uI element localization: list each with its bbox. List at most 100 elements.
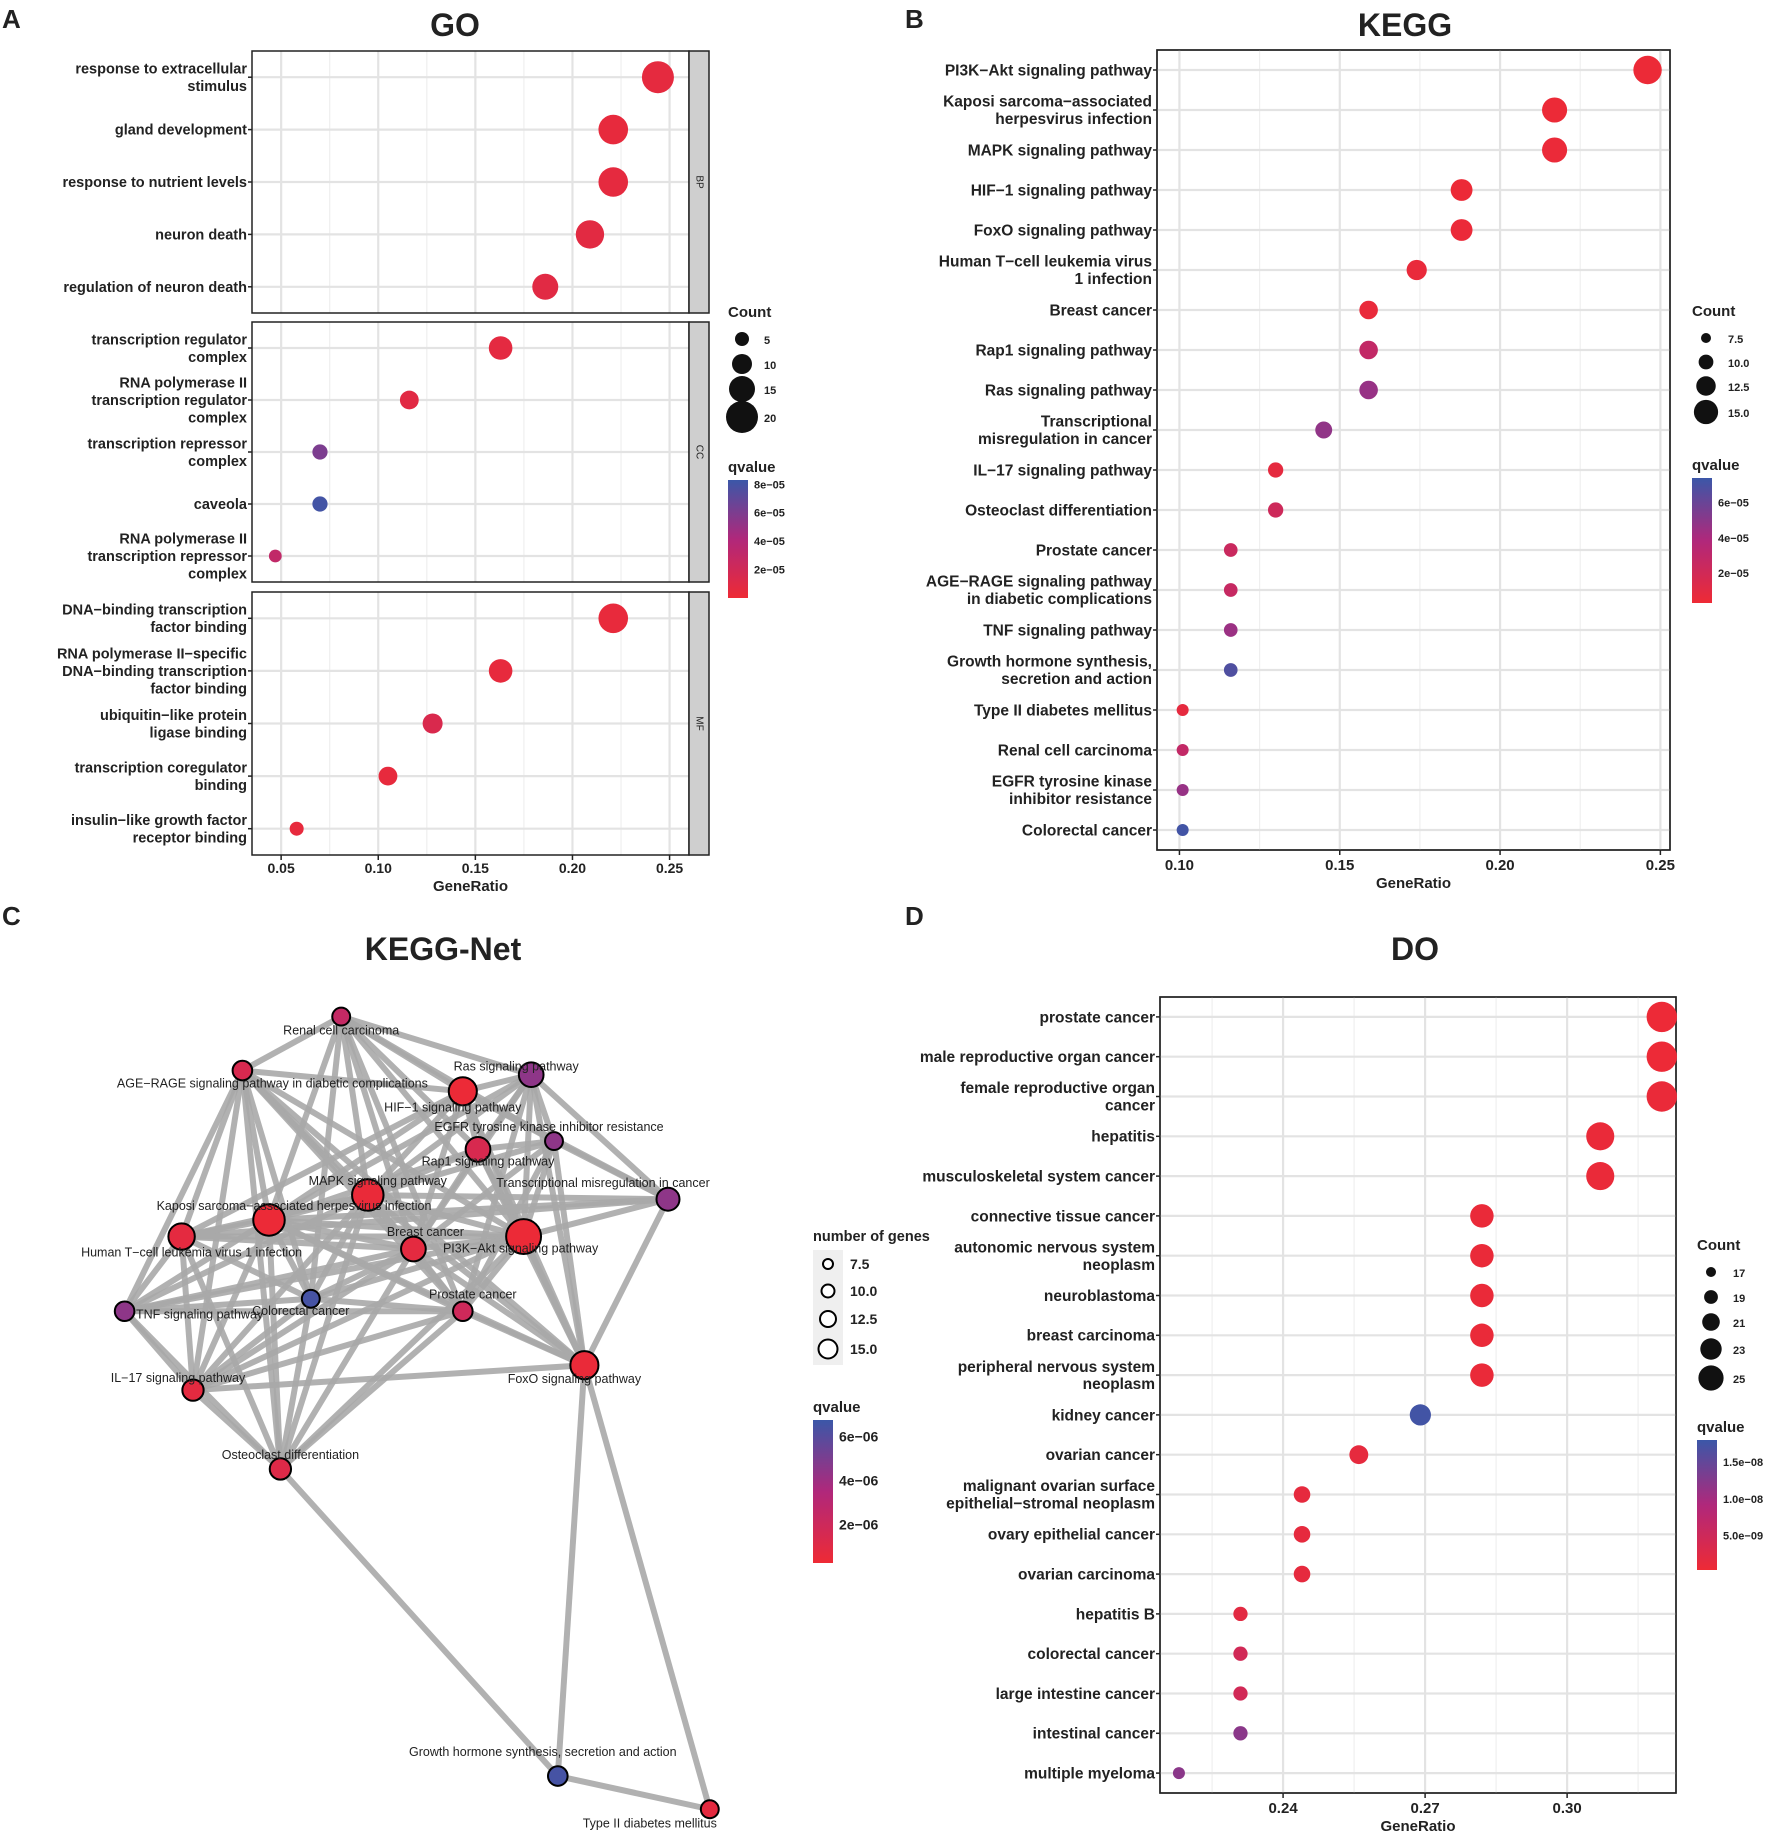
plot-frame xyxy=(1156,49,1671,851)
data-point xyxy=(1646,1041,1677,1072)
x-axis-label: GeneRatio xyxy=(433,878,508,895)
network-edge xyxy=(178,1235,284,1471)
network-edge xyxy=(239,1070,284,1470)
legend-q-label: 8e−05 xyxy=(754,479,785,491)
legend-title: qvalue xyxy=(813,1399,861,1416)
y-tick-label: IL−17 signaling pathway xyxy=(973,462,1152,479)
y-tick-label: Colorectal cancer xyxy=(1022,822,1152,839)
network-node xyxy=(655,1186,681,1212)
facet-strip xyxy=(688,50,710,314)
y-tick-label: complex xyxy=(188,454,247,470)
x-tick-label: 0.15 xyxy=(1325,857,1354,874)
y-tick-label: neoplasm xyxy=(1083,1376,1155,1393)
data-point xyxy=(1267,502,1284,518)
network-node xyxy=(331,1006,352,1027)
panel-b-kegg: KEGG PI3K−Akt signaling pathway Kaposi sar… xyxy=(926,7,1750,892)
data-point xyxy=(1470,1283,1494,1308)
y-tick-label: misregulation in cancer xyxy=(978,431,1152,448)
y-tick-label: female reproductive organ xyxy=(960,1080,1155,1097)
data-point xyxy=(1646,1001,1677,1033)
facet-strip xyxy=(688,591,710,856)
network-node xyxy=(252,1203,286,1237)
network-node-label: Human T−cell leukemia virus 1 infection xyxy=(81,1246,302,1260)
legend-size-dot xyxy=(1706,1267,1716,1277)
data-point xyxy=(1646,1081,1677,1112)
network-edge xyxy=(192,1308,464,1393)
legend-q-label: 1.0e−08 xyxy=(1723,1494,1763,1506)
data-point xyxy=(1176,784,1189,796)
legend-size-label: 20 xyxy=(764,413,776,425)
data-point xyxy=(1223,623,1238,637)
y-tick-label: RNA polymerase II xyxy=(119,532,247,548)
legend-size-dot xyxy=(1693,399,1719,425)
y-tick-label: cancer xyxy=(1105,1098,1155,1115)
legend-title: Count xyxy=(1692,303,1735,320)
network-edge xyxy=(520,1235,588,1367)
y-tick-label: Type II diabetes mellitus xyxy=(974,702,1152,719)
data-point xyxy=(1359,380,1378,400)
y-tick-label: hepatitis B xyxy=(1076,1606,1155,1623)
y-tick-label: complex xyxy=(188,411,247,427)
network-node xyxy=(547,1765,569,1787)
network-node xyxy=(517,1061,545,1089)
data-point xyxy=(1176,824,1189,836)
network-edge xyxy=(340,1013,533,1078)
network-node-label: Prostate cancer xyxy=(429,1287,517,1301)
legend-title: qvalue xyxy=(1692,457,1740,474)
chart-title: KEGG-Net xyxy=(365,931,522,967)
data-point xyxy=(1176,704,1189,716)
y-tick-label: hepatitis xyxy=(1091,1129,1155,1146)
network-node xyxy=(452,1300,474,1323)
y-tick-label: response to extracellular xyxy=(75,62,247,78)
legend-size-label: 12.5 xyxy=(1728,382,1749,394)
x-axis-label: GeneRatio xyxy=(1380,1818,1455,1835)
data-point xyxy=(488,659,513,683)
network-node-label: FoxO signaling pathway xyxy=(508,1372,642,1386)
network-edge xyxy=(242,1067,464,1095)
data-point xyxy=(1349,1445,1369,1465)
network-edge xyxy=(190,1387,283,1472)
legend-q-label: 6e−05 xyxy=(1718,498,1749,510)
y-tick-label: RNA polymerase II−specific xyxy=(57,646,247,662)
panel-d-do: DO prostate cancer male reproductive organ… xyxy=(920,931,1763,1835)
network-node-label: Breast cancer xyxy=(387,1225,464,1239)
network-edge xyxy=(180,1088,465,1240)
data-point xyxy=(289,821,304,836)
y-tick-label: PI3K−Akt signaling pathway xyxy=(945,62,1153,79)
network-edge xyxy=(123,1192,370,1314)
network-node-label: Transcriptional misregulation in cancer xyxy=(496,1176,710,1190)
network-edge xyxy=(309,1233,525,1302)
network-edge xyxy=(522,1196,669,1240)
y-tick-label: neuron death xyxy=(155,227,247,243)
chart-title: GO xyxy=(430,7,480,43)
data-point xyxy=(598,603,629,634)
y-tick-label: stimulus xyxy=(187,79,247,95)
data-point xyxy=(1267,462,1284,478)
data-point xyxy=(1542,137,1568,163)
network-edge xyxy=(191,1296,313,1393)
y-tick-label: caveola xyxy=(194,497,248,513)
y-tick-label: Breast cancer xyxy=(1049,302,1152,319)
legend-size-label: 5 xyxy=(764,335,770,347)
edge-group xyxy=(121,1013,713,1813)
network-node-label: Growth hormone synthesis, secretion and … xyxy=(409,1745,677,1759)
network-edge xyxy=(551,1140,588,1366)
legend-size-label: 15.0 xyxy=(850,1341,877,1357)
y-tick-label: Osteoclast differentiation xyxy=(965,502,1152,519)
y-tick-label: herpesvirus infection xyxy=(995,111,1152,128)
data-point xyxy=(1293,1526,1311,1543)
legend-q-label: 4e−06 xyxy=(839,1473,879,1489)
y-tick-label: Kaposi sarcoma−associated xyxy=(943,94,1152,111)
network-edge xyxy=(122,1234,184,1314)
y-tick-label: ovarian cancer xyxy=(1046,1447,1155,1464)
plot-frame xyxy=(1156,49,1671,851)
legend-size-label: 17 xyxy=(1733,1268,1745,1280)
network-node-label: EGFR tyrosine kinase inhibitor resistanc… xyxy=(434,1120,663,1134)
legend-size-dot xyxy=(822,1258,834,1270)
data-point xyxy=(1470,1323,1494,1348)
legend-size-dot xyxy=(1698,354,1714,370)
legend-size-dot xyxy=(1704,1290,1718,1304)
legend-color-bar xyxy=(1692,478,1712,603)
y-tick-label: inhibitor resistance xyxy=(1009,791,1152,808)
